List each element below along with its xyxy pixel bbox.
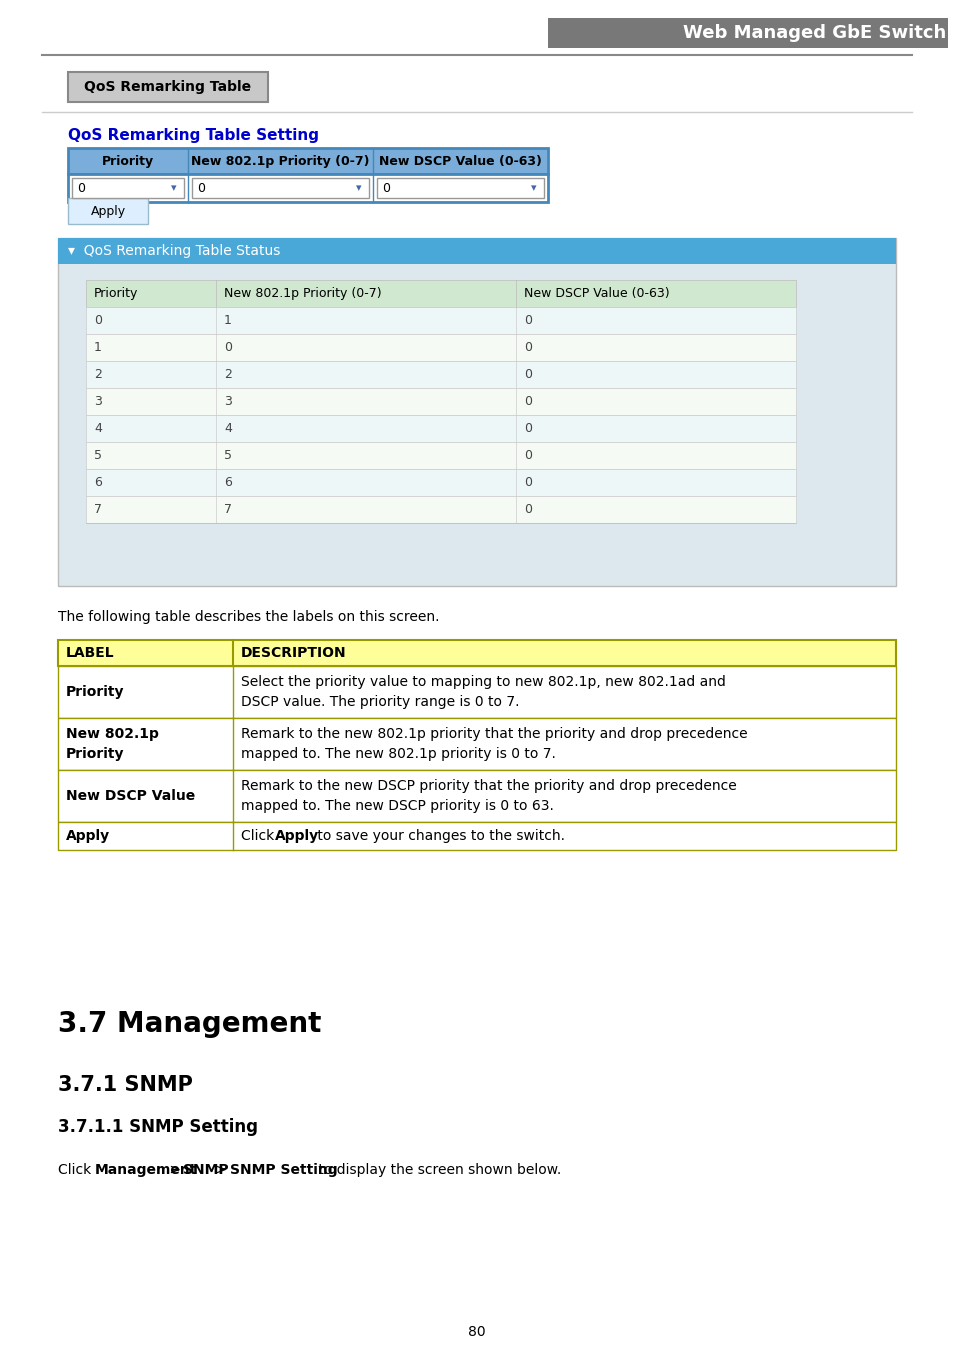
Text: 0: 0	[523, 422, 532, 435]
Text: 0: 0	[523, 503, 532, 516]
Text: 4: 4	[94, 422, 102, 435]
Bar	[58, 238, 895, 263]
Text: SNMP: SNMP	[183, 1163, 229, 1177]
Bar	[86, 280, 795, 307]
Bar	[58, 717, 895, 770]
Text: 3: 3	[94, 394, 102, 408]
Text: 6: 6	[224, 476, 232, 489]
Bar	[86, 496, 795, 523]
Text: SNMP Setting: SNMP Setting	[230, 1163, 337, 1177]
Text: 3.7.1.1 SNMP Setting: 3.7.1.1 SNMP Setting	[58, 1119, 257, 1136]
Text: QoS Remarking Table: QoS Remarking Table	[85, 80, 252, 95]
Text: 1: 1	[94, 340, 102, 354]
Bar	[58, 666, 895, 717]
Bar	[68, 72, 268, 101]
Bar	[86, 361, 795, 388]
Text: The following table describes the labels on this screen.: The following table describes the labels…	[58, 611, 439, 624]
Bar	[547, 18, 947, 49]
Text: New 802.1p Priority (0-7): New 802.1p Priority (0-7)	[191, 154, 370, 168]
Bar	[68, 199, 148, 224]
Text: 0: 0	[381, 181, 390, 195]
Text: New DSCP Value (0-63): New DSCP Value (0-63)	[523, 286, 669, 300]
Text: 0: 0	[77, 181, 85, 195]
Text: New DSCP Value (0-63): New DSCP Value (0-63)	[378, 154, 541, 168]
Text: New 802.1p Priority (0-7): New 802.1p Priority (0-7)	[224, 286, 381, 300]
Text: 5: 5	[224, 449, 232, 462]
Text: Priority: Priority	[94, 286, 138, 300]
Bar	[86, 469, 795, 496]
Text: Apply: Apply	[66, 830, 110, 843]
Text: to save your changes to the switch.: to save your changes to the switch.	[313, 830, 564, 843]
Bar	[58, 238, 895, 586]
Text: Apply: Apply	[91, 204, 126, 218]
Text: 2: 2	[94, 367, 102, 381]
Text: 5: 5	[94, 449, 102, 462]
Text: 0: 0	[523, 340, 532, 354]
Text: Select the priority value to mapping to new 802.1p, new 802.1ad and
DSCP value. : Select the priority value to mapping to …	[241, 676, 725, 709]
Text: ▾: ▾	[355, 182, 361, 193]
Text: 7: 7	[94, 503, 102, 516]
Text: Click: Click	[58, 1163, 95, 1177]
Text: 4: 4	[224, 422, 232, 435]
Text: 0: 0	[523, 313, 532, 327]
Bar	[192, 178, 369, 199]
Text: 0: 0	[523, 449, 532, 462]
Bar	[58, 770, 895, 821]
Text: 7: 7	[224, 503, 232, 516]
Bar	[376, 178, 543, 199]
Text: Priority: Priority	[102, 154, 153, 168]
Text: 6: 6	[94, 476, 102, 489]
Text: Priority: Priority	[66, 685, 125, 698]
Text: ▾: ▾	[171, 182, 176, 193]
Text: 0: 0	[224, 340, 232, 354]
Text: Web Managed GbE Switch: Web Managed GbE Switch	[682, 24, 945, 42]
Text: 1: 1	[224, 313, 232, 327]
Text: QoS Remarking Table Setting: QoS Remarking Table Setting	[68, 128, 318, 143]
Text: Remark to the new DSCP priority that the priority and drop precedence
mapped to.: Remark to the new DSCP priority that the…	[241, 780, 736, 813]
Bar	[68, 149, 547, 174]
Text: >: >	[212, 1163, 232, 1177]
Bar	[58, 821, 895, 850]
Bar	[86, 307, 795, 334]
Text: 3.7 Management: 3.7 Management	[58, 1011, 321, 1038]
Text: to display the screen shown below.: to display the screen shown below.	[314, 1163, 560, 1177]
Text: 0: 0	[523, 394, 532, 408]
Text: 2: 2	[224, 367, 232, 381]
Text: 3.7.1 SNMP: 3.7.1 SNMP	[58, 1075, 193, 1096]
Text: 3: 3	[224, 394, 232, 408]
Text: Apply: Apply	[274, 830, 319, 843]
Text: LABEL: LABEL	[66, 646, 114, 661]
Text: 0: 0	[523, 476, 532, 489]
Bar	[86, 334, 795, 361]
Text: New 802.1p
Priority: New 802.1p Priority	[66, 727, 159, 761]
Text: >: >	[165, 1163, 185, 1177]
Text: 0: 0	[523, 367, 532, 381]
Text: 0: 0	[94, 313, 102, 327]
Text: 80: 80	[468, 1325, 485, 1339]
Bar	[58, 640, 895, 666]
Text: 0: 0	[196, 181, 205, 195]
Bar	[71, 178, 184, 199]
Bar	[86, 415, 795, 442]
Text: Management: Management	[94, 1163, 197, 1177]
Text: ▾: ▾	[531, 182, 537, 193]
Text: Click: Click	[241, 830, 278, 843]
Bar	[68, 174, 547, 203]
Bar	[86, 388, 795, 415]
Text: DESCRIPTION: DESCRIPTION	[241, 646, 346, 661]
Text: ▾  QoS Remarking Table Status: ▾ QoS Remarking Table Status	[68, 245, 280, 258]
Text: Remark to the new 802.1p priority that the priority and drop precedence
mapped t: Remark to the new 802.1p priority that t…	[241, 727, 747, 761]
Text: New DSCP Value: New DSCP Value	[66, 789, 195, 802]
Bar	[86, 442, 795, 469]
